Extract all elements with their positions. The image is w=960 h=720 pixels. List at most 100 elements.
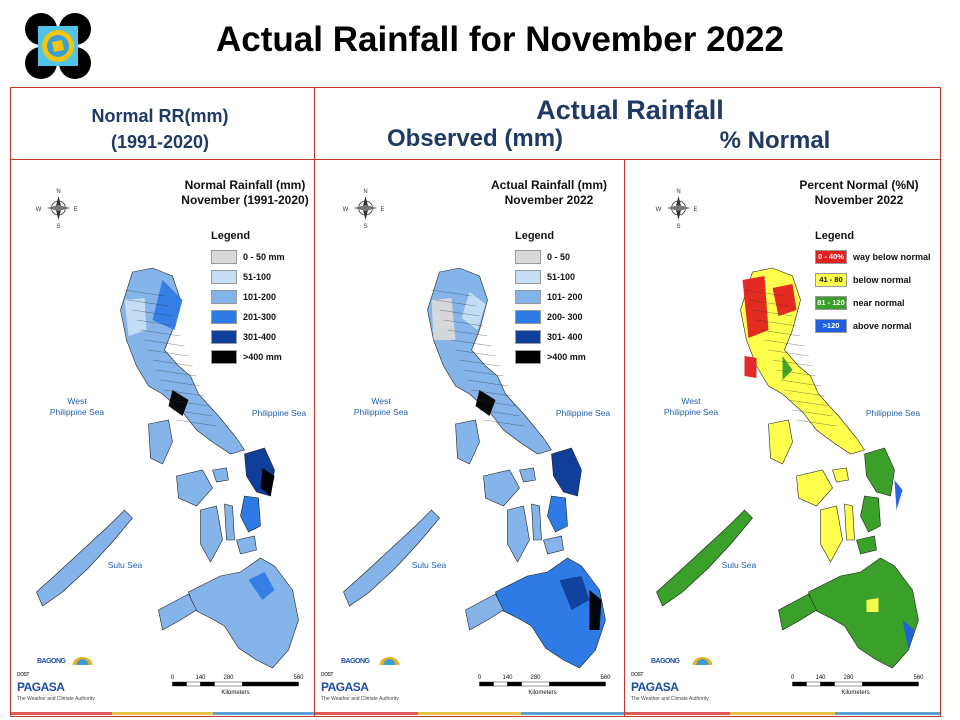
footer-stripe (213, 712, 314, 715)
legend-item: 101-200 (211, 290, 276, 304)
island-bohol (543, 535, 564, 555)
province-boundary (471, 389, 512, 397)
rainfall-zone (894, 480, 903, 510)
province-boundary (152, 359, 193, 367)
sea-label-south: Sulu Sea (107, 560, 143, 570)
pagasa-seal-logo (25, 13, 91, 79)
rainfall-zone (124, 298, 147, 336)
legend-label: 301-400 (243, 332, 277, 342)
philippines-map: N S E W 0 140 280 560 Kilometers (343, 189, 612, 696)
island-negros (820, 505, 843, 563)
province-boundary (431, 289, 472, 297)
province-boundary (475, 399, 516, 407)
island-masbate (519, 467, 536, 483)
legend-item: 0 - 40% way below normal (815, 250, 931, 264)
compass-w-label: W (343, 207, 349, 213)
brand-small: DOST (17, 672, 29, 678)
province-boundary (148, 349, 189, 357)
sea-label-south: Sulu Sea (411, 560, 447, 570)
legend-title: Legend (515, 230, 555, 242)
legend-label: 51-100 (547, 272, 576, 282)
province-boundary (748, 299, 789, 307)
rainfall-zone (248, 572, 275, 600)
actual-rainfall-map-panel: N S E W 0 140 280 560 Kilometers Actual Rainfall … (315, 160, 624, 716)
island-palawan (656, 509, 753, 607)
legend-label: near normal (853, 298, 905, 308)
island-mindanao (495, 557, 606, 669)
island-leyte (240, 495, 261, 533)
legend-swatch (211, 350, 237, 364)
island-negros (200, 505, 223, 563)
legend-label: 201-300 (243, 312, 277, 322)
province-boundary (435, 299, 476, 307)
legend-item: 0 - 50 (515, 250, 570, 264)
legend-label: 200- 300 (547, 312, 583, 322)
map-title-line1: Actual Rainfall (mm) (490, 178, 607, 192)
pagasa-umbrella-icon (72, 657, 93, 665)
island-cebu (531, 503, 542, 541)
legend-label: way below normal (853, 252, 931, 262)
compass-e-label: E (380, 207, 384, 213)
rainfall-zone (152, 280, 183, 330)
island-zambo (158, 593, 197, 631)
page-title: Actual Rainfall for November 2022 (216, 20, 784, 59)
rainfall-zone (866, 598, 879, 612)
legend-swatch (211, 290, 237, 304)
province-boundary (467, 379, 508, 387)
percent-heading: % Normal (719, 127, 831, 154)
header-divider (11, 159, 940, 160)
legend-item: 201-300 (211, 310, 276, 324)
island-mindanao (188, 557, 299, 669)
legend-item: 81 - 120 near normal (815, 296, 905, 310)
scale-tick: 140 (815, 675, 826, 681)
province-boundary (776, 369, 817, 377)
province-boundary (439, 309, 480, 317)
scale-tick: 0 (478, 675, 482, 681)
province-boundary (136, 319, 177, 327)
footer-stripe (112, 712, 213, 715)
island-panay (483, 469, 520, 507)
rainfall-zone (559, 576, 590, 610)
province-boundary (463, 369, 504, 377)
province-boundary (128, 299, 169, 307)
rainfall-zone (772, 284, 797, 316)
brand-small: DOST (631, 672, 643, 678)
philippines-map: N S E W 0 140 280 560 Kilometers (36, 189, 305, 696)
province-boundary (483, 419, 524, 427)
compass-rose-icon: N S E W (343, 189, 385, 230)
island-masbate (832, 467, 849, 483)
scale-tick: 0 (791, 675, 795, 681)
island-palawan (36, 509, 133, 607)
province-boundary (760, 329, 801, 337)
island-cebu (224, 503, 235, 541)
island-panay (796, 469, 833, 507)
footer-stripe (418, 712, 521, 715)
brand-sub: The Weather and Climate Authority (17, 696, 95, 702)
legend-label: 0 - 50 mm (243, 252, 285, 262)
scale-tick: 280 (843, 675, 854, 681)
brand-small: DOST (321, 672, 333, 678)
province-boundary (744, 289, 785, 297)
legend-swatch (515, 310, 541, 324)
province-boundary (752, 309, 793, 317)
normal-heading: Normal RR(mm) (1991-2020) (20, 103, 300, 155)
rainfall-zone (742, 276, 769, 338)
normal-heading-label: Normal RR(mm) (91, 106, 229, 126)
sea-label-east: Philippine Sea (251, 408, 307, 418)
sea-label-west: West Philippine Sea (49, 396, 105, 417)
map-title-line1: Percent Normal (%N) (799, 178, 919, 192)
sea-label-east: Philippine Sea (865, 408, 921, 418)
province-boundary (144, 339, 185, 347)
sea-label-east: Philippine Sea (555, 408, 611, 418)
legend-item: 51-100 (211, 270, 271, 284)
legend-label: below normal (853, 275, 912, 285)
percent-normal-map-panel: N S E W 0 140 280 560 Kilometers Percent Normal (… (625, 160, 940, 716)
brand-sub: The Weather and Climate Authority (631, 696, 709, 702)
rainfall-zone (168, 390, 189, 416)
legend-title: Legend (815, 230, 855, 242)
compass-w-label: W (36, 207, 42, 213)
footer-stripe (835, 712, 940, 715)
island-negros (507, 505, 530, 563)
island-zambo (465, 593, 504, 631)
province-boundary (756, 319, 797, 327)
